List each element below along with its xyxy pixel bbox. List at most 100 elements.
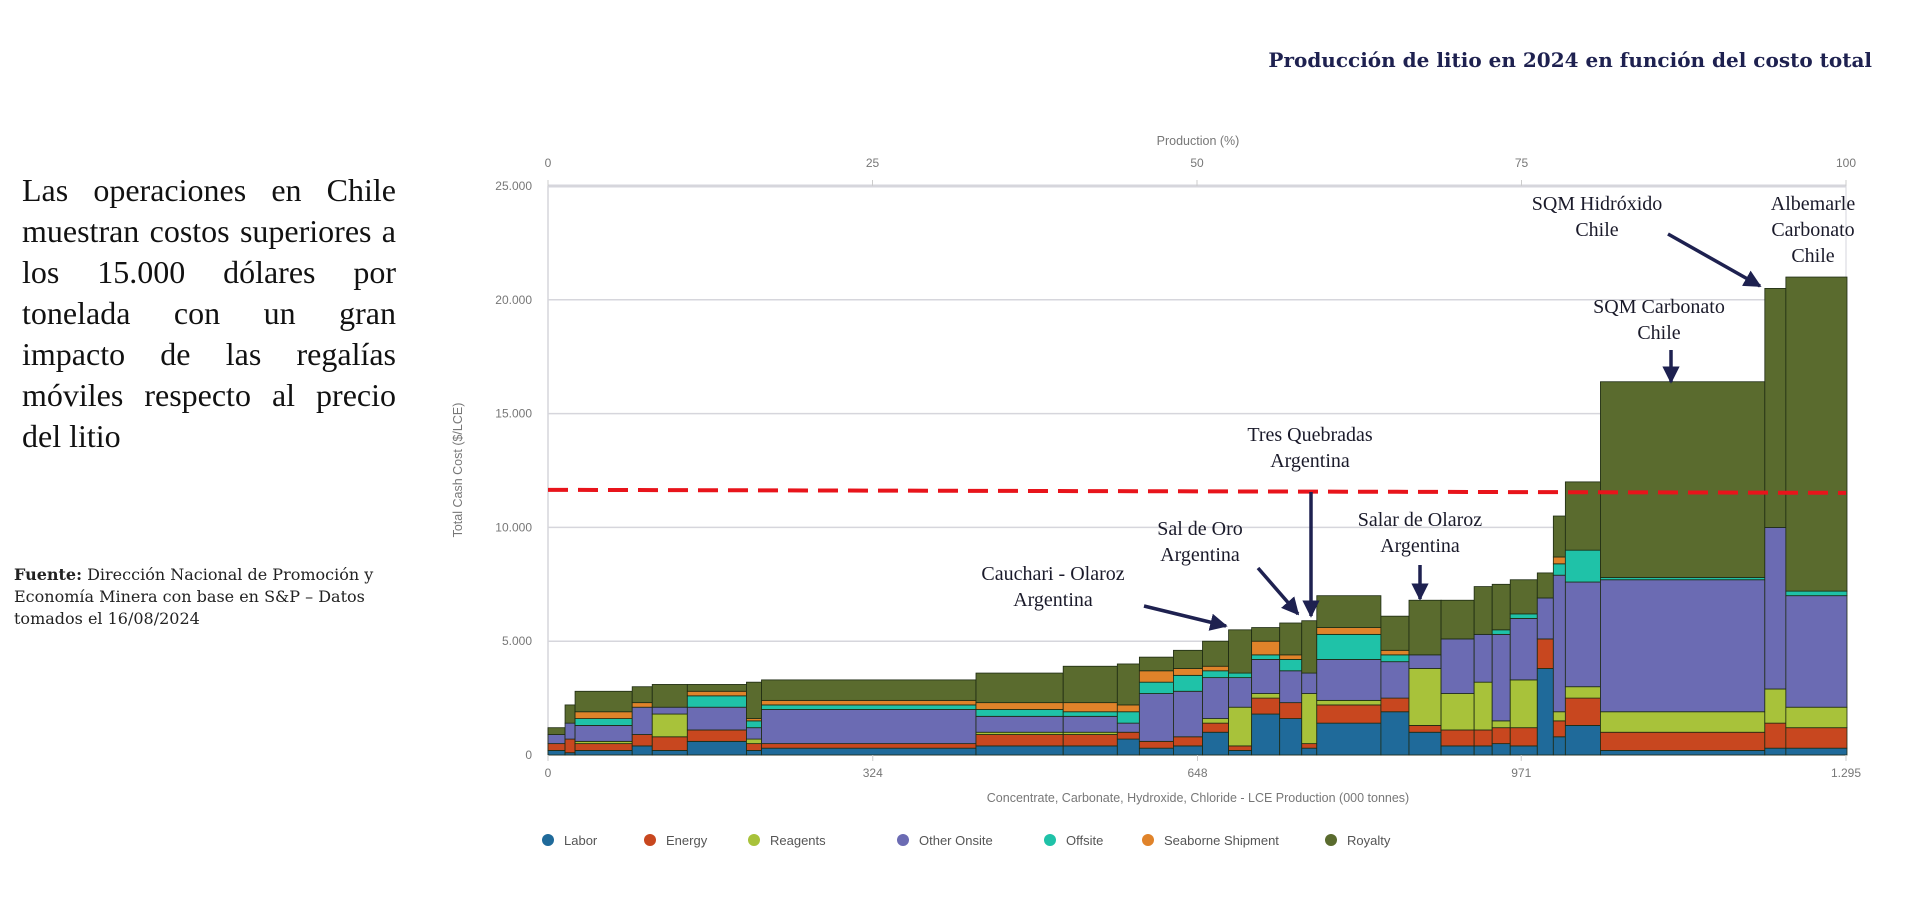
cost-bar [631,686,653,756]
annotation-line: SQM Carbonato [1593,296,1725,318]
bar-segment-labor [1228,750,1253,756]
bar-segment-reagents [1316,699,1382,706]
bar-segment-royalty [631,686,653,704]
bar-segment-reagents [1440,693,1475,731]
cost-bar [686,684,747,756]
bar-segment-seaborne-shipment [1380,649,1410,656]
bar-segment-labor [746,750,762,756]
cost-bar [1380,615,1410,756]
bar-segment-offsite [1228,672,1253,679]
legend-label: Offsite [1066,833,1103,848]
annotation-line: SQM Hidróxido [1532,193,1663,215]
cost-bar [1138,656,1174,756]
bar-segment-offsite [1279,659,1303,672]
bar-segment-royalty [1509,579,1538,615]
y-tick-label: 0 [525,748,532,762]
x-tick-label: 324 [863,766,883,780]
x-tick-label: 0 [545,766,552,780]
bar-segment-reagents [651,713,688,738]
bar-segment-labor [1552,736,1566,756]
cost-bar [651,684,688,756]
y-tick-label: 5.000 [502,634,532,648]
cost-bar [1062,665,1118,756]
bar-segment-energy [1380,697,1410,713]
bar-segment-royalty [574,690,633,713]
bar-segment-seaborne-shipment [1138,670,1174,683]
y-tick-label: 25.000 [495,179,532,193]
cost-bar [1116,663,1140,756]
bar-segment-other-onsite [1564,581,1601,688]
bar-segment-energy [1251,697,1281,715]
legend-label: Labor [564,833,598,848]
bar-segment-offsite [1116,711,1140,724]
x2-tick-label: 0 [545,156,552,170]
bar-segment-labor [1138,747,1174,756]
annotation-line: Chile [1575,219,1618,241]
bar-segment-seaborne-shipment [1202,665,1229,672]
bar-segment-royalty [686,684,747,692]
bar-segment-other-onsite [761,709,977,745]
bar-segment-labor [547,750,566,756]
bar-segment-labor [631,745,653,756]
annotation-label: Albemarle Carbonato Chile [1771,193,1856,267]
bar-segment-energy [1138,740,1174,749]
legend-swatch-icon [644,834,656,846]
bar-segment-other-onsite [975,715,1064,733]
annotation-line: Argentina [1380,535,1460,557]
bar-segment-offsite [1316,633,1382,660]
legend-label: Royalty [1347,833,1391,848]
bar-segment-other-onsite [1173,690,1203,738]
reference-line [547,487,1847,495]
cost-bar [1251,627,1281,756]
bar-segment-other-onsite [1536,597,1554,640]
bar-segment-royalty [1536,572,1554,599]
x2-tick-label: 75 [1515,156,1529,170]
annotation-line: Argentina [1270,450,1350,472]
bar-segment-other-onsite [1408,654,1442,669]
bar-segment-royalty [1116,663,1140,706]
x2-tick-label: 100 [1836,156,1856,170]
legend-item: Offsite [1044,833,1103,848]
bar-segment-royalty [1473,586,1493,635]
bar-segment-royalty [1173,649,1203,669]
x2-axis-title: Production (%) [1157,134,1240,148]
bar-segment-other-onsite [651,706,688,715]
cost-bar [1173,649,1203,756]
bar-segment-other-onsite [1785,595,1848,708]
bar-segment-offsite [1552,563,1566,576]
y-axis-title: Total Cash Cost ($/LCE) [451,403,465,538]
bar-segment-energy [1509,727,1538,747]
bar-segment-other-onsite [1138,693,1174,742]
axes: 0 5.000 10.000 15.000 20.000 25.000 0 324 648 971… [495,156,1861,780]
bar-segment-labor [1380,711,1410,756]
bar-segment-royalty [1491,583,1511,631]
bar-segment-energy [1062,734,1118,747]
bar-segment-reagents [1764,688,1787,724]
bar-segment-labor [1564,725,1601,756]
legend-label: Energy [666,833,708,848]
bar-segment-reagents [1202,718,1229,724]
bar-segment-seaborne-shipment [631,702,653,708]
bar-segment-energy [1785,727,1848,749]
annotation-label: Sal de Oro Argentina [1157,518,1243,566]
bar-segment-energy [1536,638,1554,669]
bar-segment-energy [1440,729,1475,747]
bar-segment-energy [1600,731,1766,751]
annotation-line: Carbonato [1771,219,1854,241]
bar-segment-offsite [1251,654,1281,660]
source-note: Fuente: Dirección Nacional de Promoción … [14,564,374,630]
legend-item: Royalty [1325,833,1391,848]
bar-segment-offsite [746,720,762,729]
bar-segment-other-onsite [1764,527,1787,690]
bar-segment-labor [1251,713,1281,756]
bar-segment-offsite [1202,670,1229,679]
legend-label: Reagents [770,833,826,848]
bar-segment-reagents [1509,679,1538,729]
bar-segment-labor [1202,731,1229,756]
bar-segment-offsite [686,695,747,708]
bar-segment-labor [1785,747,1848,756]
bar-segment-royalty [1316,595,1382,628]
bar-segment-royalty [1785,276,1848,592]
legend-label: Other Onsite [919,833,993,848]
legend: Labor Energy Reagents Other Onsite Offsite Se… [542,833,1391,848]
